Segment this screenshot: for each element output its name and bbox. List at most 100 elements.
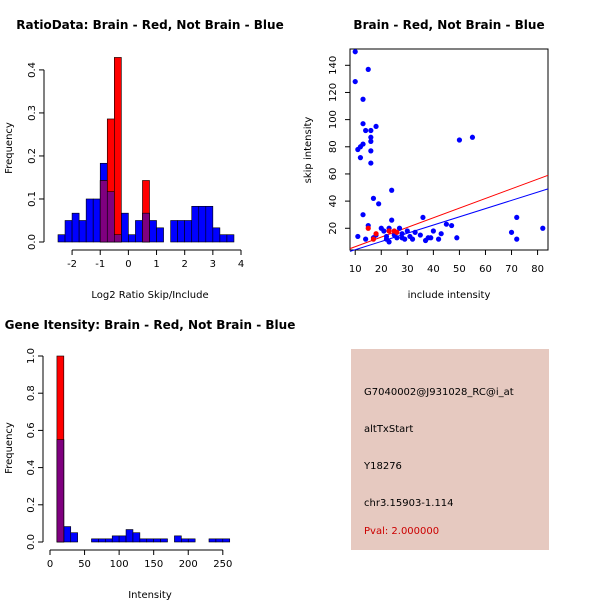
ratio-y-tick-label-0: 0.0 (27, 234, 38, 250)
gene-y-tick-label-1: 0.2 (26, 497, 37, 513)
ratio-blue-bar-3 (78, 220, 87, 243)
scatter-point-red-1 (370, 236, 377, 242)
scatter-plot-box (349, 48, 549, 251)
ratio-blue-bar-1 (64, 220, 73, 243)
scatter-y-tick-label-6: 140 (328, 56, 339, 75)
ratio-blue-bar-13 (149, 220, 157, 243)
gene-x-tick-label-2: 100 (110, 559, 129, 570)
gene-blue-bar-14 (174, 535, 182, 543)
scatter-x-tick-label-5: 60 (479, 264, 492, 275)
scatter-point-blue-17 (368, 148, 374, 154)
location-text: chr3.15903-1.114 (364, 498, 454, 509)
scatter-y-tick-label-3: 80 (328, 140, 339, 153)
event-type-text: altTxStart (364, 424, 414, 435)
gene-blue-bar-6 (111, 535, 120, 543)
gene-x-tick-label-4: 200 (179, 559, 198, 570)
scatter-point-blue-55 (508, 229, 515, 235)
gene-overlap-bar-0 (56, 439, 65, 543)
scatter-point-blue-12 (365, 66, 371, 72)
scatter-point-blue-42 (417, 232, 423, 238)
gene-histogram-xlabel: Intensity (128, 590, 172, 600)
scatter-x-tick-label-6: 70 (505, 264, 518, 275)
scatter-point-blue-38 (404, 228, 410, 234)
gene-x-tick-label-3: 150 (144, 559, 163, 570)
scatter-point-blue-40 (409, 236, 416, 242)
gene-blue-bar-4 (98, 538, 106, 543)
scatter-point-blue-18 (368, 160, 374, 166)
ratio-blue-bar-20 (205, 205, 214, 243)
ratio-x-tick-label-4: 2 (182, 259, 188, 270)
scatter-point-blue-54 (469, 134, 476, 140)
scatter-point-blue-43 (420, 214, 426, 221)
scatter-point-blue-21 (373, 123, 379, 130)
gene-histogram-title: Gene Itensity: Brain - Red, Not Brain - … (5, 318, 296, 332)
scatter-point-blue-35 (399, 231, 405, 237)
ratio-y-tick-label-3: 0.3 (27, 105, 38, 121)
scatter-x-tick-label-1: 20 (375, 264, 388, 275)
intensity-scatter: Brain - Red, Not Brain - Blue include in… (303, 18, 549, 301)
gene-blue-bar-18 (215, 538, 224, 543)
ratio-overlap-bar-1 (106, 191, 115, 243)
scatter-point-blue-25 (381, 228, 387, 234)
scatter-ylabel: skip intensity (303, 117, 314, 184)
scatter-point-blue-14 (368, 127, 374, 134)
gene-blue-bar-17 (208, 538, 217, 543)
gene-histogram-ylabel: Frequency (4, 422, 15, 474)
ratio-blue-bar-11 (135, 220, 143, 243)
gene-blue-bar-11 (146, 538, 154, 543)
scatter-point-blue-27 (383, 233, 390, 240)
scatter-point-blue-52 (454, 235, 460, 241)
ratio-blue-bar-10 (128, 234, 136, 243)
scatter-point-blue-57 (514, 236, 520, 242)
scatter-point-red-0 (365, 225, 371, 231)
gene-blue-bar-15 (181, 538, 189, 543)
scatter-point-blue-30 (389, 187, 395, 193)
ratio-red-bar-2 (114, 57, 122, 243)
ratio-blue-bar-4 (85, 198, 94, 243)
scatter-point-blue-33 (394, 235, 400, 241)
scatter-x-tick-label-4: 50 (453, 264, 466, 275)
gene-y-tick-label-0: 0.0 (26, 534, 37, 550)
gene-x-tick-label-5: 250 (213, 559, 232, 570)
gene-y-tick-label-2: 0.4 (26, 460, 37, 476)
scatter-point-blue-48 (435, 236, 442, 242)
ratio-blue-bar-15 (170, 220, 178, 243)
ratio-overlap-bar-3 (142, 212, 150, 243)
gene-y-tick-label-4: 0.8 (26, 385, 37, 401)
pval-text: Pval: 2.000000 (364, 526, 440, 537)
ratio-blue-bar-17 (184, 220, 193, 243)
ratio-x-tick-label-1: -1 (95, 259, 105, 270)
ratio-blue-bar-23 (226, 234, 235, 243)
gene-blue-bar-1 (63, 526, 72, 543)
ratio-blue-bar-14 (156, 227, 164, 243)
gene-x-tick-label-1: 50 (78, 559, 91, 570)
gene-x-tick-label-0: 0 (47, 559, 53, 570)
scatter-point-blue-51 (449, 222, 455, 229)
gene-y-tick-label-5: 1.0 (26, 348, 37, 364)
gene-y-tick-label-3: 0.6 (26, 422, 37, 438)
scatter-point-blue-5 (357, 155, 364, 161)
scatter-y-tick-label-0: 20 (328, 222, 339, 235)
scatter-point-blue-41 (412, 229, 418, 235)
ratio-histogram: RatioData: Brain - Red, Not Brain - Blue… (4, 18, 284, 301)
scatter-point-blue-29 (386, 239, 392, 245)
gene-text: Y18276 (364, 461, 402, 472)
ratio-blue-bar-21 (212, 227, 221, 243)
gene-blue-bar-5 (104, 538, 113, 543)
probe-info-panel: G7040002@J931028_RC@i_at altTxStart Y182… (351, 349, 549, 550)
scatter-point-red-5 (394, 229, 400, 235)
ratio-blue-bar-22 (219, 234, 228, 243)
ratio-histogram-title: RatioData: Brain - Red, Not Brain - Blue (16, 18, 283, 32)
scatter-y-tick-label-4: 100 (328, 110, 339, 129)
ratio-blue-bar-2 (71, 212, 80, 243)
scatter-title: Brain - Red, Not Brain - Blue (353, 18, 544, 32)
ratio-histogram-ylabel: Frequency (4, 122, 15, 174)
gene-blue-bar-3 (91, 538, 99, 543)
scatter-x-tick-label-2: 30 (401, 264, 414, 275)
scatter-point-blue-47 (430, 228, 436, 234)
scatter-x-tick-label-7: 80 (531, 264, 544, 275)
scatter-point-blue-50 (443, 221, 449, 227)
scatter-y-tick-label-2: 60 (328, 168, 339, 181)
scatter-point-blue-3 (355, 233, 361, 240)
